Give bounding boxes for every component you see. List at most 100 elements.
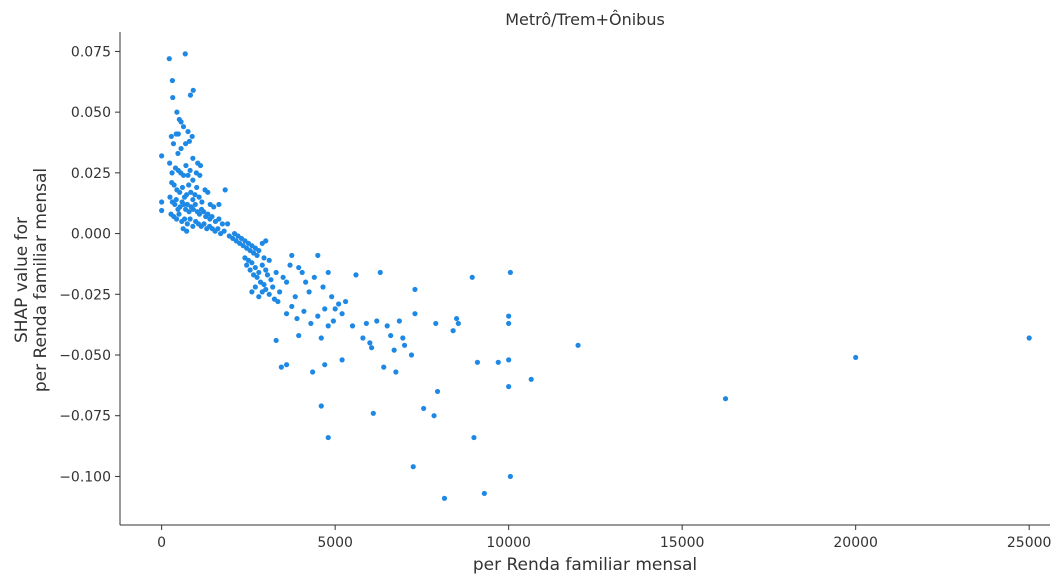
- data-point: [396, 318, 402, 324]
- data-point: [374, 318, 380, 324]
- data-point: [194, 184, 200, 191]
- data-point: [184, 192, 190, 198]
- data-point: [506, 313, 512, 319]
- data-point: [256, 294, 262, 300]
- data-point: [175, 150, 181, 157]
- data-point: [197, 172, 203, 178]
- data-point: [263, 267, 269, 273]
- data-point: [283, 279, 290, 285]
- x-tick-label: 20000: [833, 535, 878, 551]
- data-point: [167, 194, 173, 200]
- data-point: [186, 138, 192, 144]
- data-point: [367, 340, 373, 346]
- data-point: [400, 335, 406, 341]
- data-point: [167, 160, 173, 166]
- data-point: [315, 252, 321, 259]
- data-point: [292, 294, 298, 300]
- data-point: [172, 201, 178, 208]
- data-point: [184, 201, 190, 208]
- data-point: [275, 298, 281, 305]
- data-point: [201, 221, 207, 227]
- data-point: [454, 315, 460, 322]
- y-tick-label: −0.100: [59, 469, 111, 485]
- data-point: [441, 495, 448, 501]
- data-point: [197, 162, 204, 169]
- data-point: [187, 216, 193, 222]
- data-point: [296, 332, 302, 339]
- data-point: [393, 369, 399, 375]
- y-tick-label: −0.025: [59, 287, 111, 303]
- data-point: [273, 337, 279, 344]
- data-point: [330, 318, 337, 324]
- data-point: [336, 301, 342, 307]
- data-point: [264, 272, 271, 278]
- data-point: [318, 335, 324, 341]
- y-tick-label: −0.050: [59, 348, 111, 364]
- data-point: [412, 311, 418, 317]
- data-point: [173, 216, 180, 222]
- data-point: [296, 264, 302, 271]
- x-axis-ticks: 0 5000 10000 15000 20000 25000: [157, 525, 1051, 551]
- data-point: [244, 262, 250, 268]
- data-point: [294, 315, 300, 322]
- data-point: [216, 216, 222, 222]
- data-point: [349, 323, 356, 329]
- data-point: [196, 194, 202, 200]
- data-point: [174, 109, 180, 115]
- data-point: [222, 187, 228, 193]
- data-point: [205, 211, 211, 217]
- data-point: [205, 189, 211, 195]
- data-point: [339, 311, 345, 317]
- data-point: [722, 396, 729, 402]
- data-point: [185, 128, 191, 135]
- data-point: [506, 383, 512, 390]
- data-point: [192, 192, 198, 198]
- y-tick-label: −0.075: [59, 409, 111, 425]
- data-point: [190, 87, 196, 93]
- data-point: [273, 269, 279, 276]
- data-point: [507, 473, 513, 480]
- y-tick-label: 0.050: [71, 105, 111, 121]
- data-point: [216, 201, 222, 208]
- data-point: [178, 119, 184, 125]
- data-point: [183, 162, 189, 169]
- data-point: [506, 357, 512, 363]
- data-point: [182, 141, 189, 147]
- data-point: [252, 284, 258, 290]
- data-point: [266, 257, 272, 263]
- data-point: [322, 362, 328, 368]
- data-point: [455, 320, 461, 327]
- x-axis-title: per Renda familiar mensal: [473, 555, 697, 575]
- data-point: [263, 238, 269, 244]
- data-point: [410, 464, 416, 470]
- data-point: [178, 145, 184, 152]
- x-tick-label: 15000: [660, 535, 705, 551]
- data-point: [329, 294, 335, 300]
- data-point: [412, 286, 418, 293]
- y-axis-title-line-1: SHAP value for: [12, 217, 32, 343]
- data-point: [169, 77, 175, 84]
- y-tick-label: 0.075: [71, 44, 111, 60]
- data-point: [299, 269, 305, 276]
- data-point: [322, 306, 328, 312]
- data-point: [306, 289, 312, 295]
- data-point: [450, 328, 456, 334]
- data-point: [177, 189, 183, 195]
- data-point: [177, 204, 183, 210]
- data-point: [471, 434, 477, 441]
- data-point: [180, 172, 187, 178]
- data-point: [196, 211, 203, 217]
- data-point: [224, 221, 231, 227]
- data-point: [388, 332, 394, 339]
- data-point: [199, 199, 205, 205]
- data-point: [289, 252, 295, 259]
- data-point: [170, 141, 177, 147]
- data-point: [185, 172, 191, 178]
- data-point: [318, 403, 324, 409]
- data-point: [308, 320, 314, 327]
- y-tick-label: 0.025: [71, 166, 111, 182]
- data-point: [254, 274, 260, 280]
- data-point: [363, 320, 369, 327]
- data-point: [259, 262, 265, 268]
- data-point: [201, 209, 207, 215]
